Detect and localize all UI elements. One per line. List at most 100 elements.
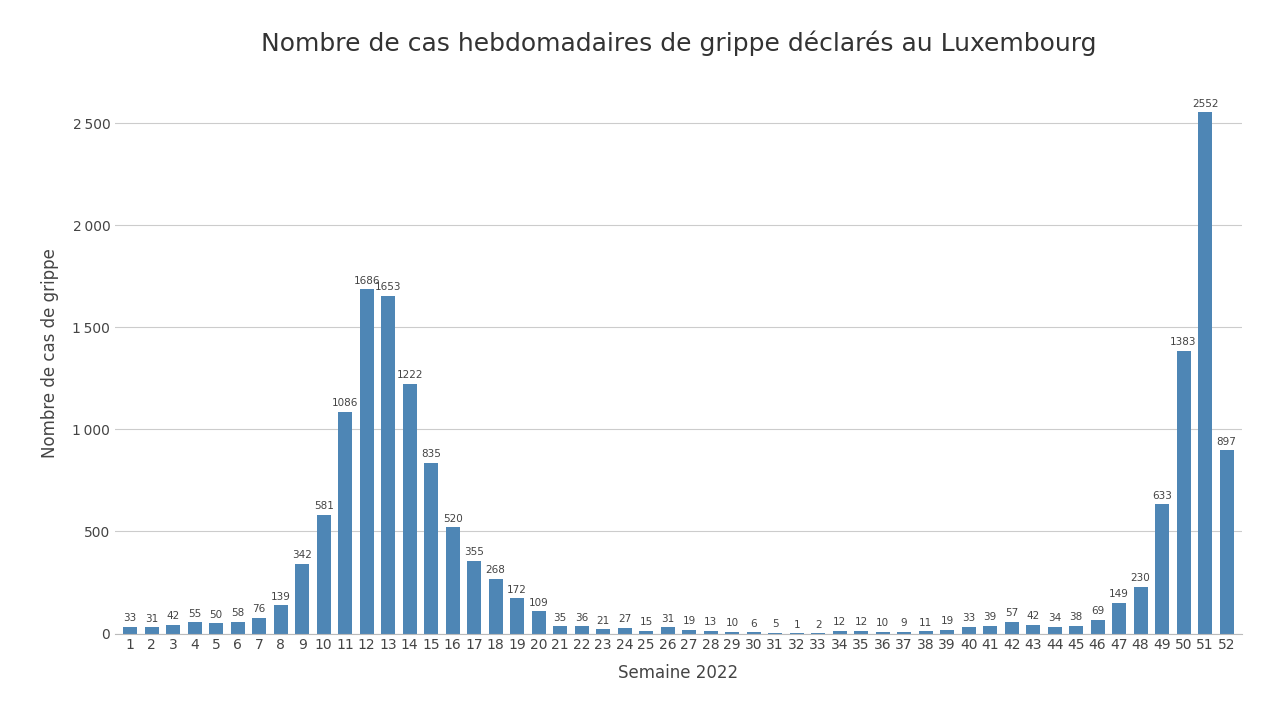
Text: 19: 19	[941, 616, 954, 626]
Text: 1383: 1383	[1170, 338, 1197, 348]
Text: 109: 109	[529, 598, 549, 608]
Bar	[166, 625, 180, 634]
Text: 57: 57	[1005, 608, 1018, 618]
Text: 34: 34	[1048, 613, 1061, 623]
Bar	[940, 630, 954, 634]
Text: 36: 36	[575, 613, 589, 623]
Text: 897: 897	[1216, 437, 1236, 446]
Text: 27: 27	[618, 614, 631, 624]
Bar	[682, 630, 696, 634]
Bar	[403, 384, 417, 634]
Bar	[274, 606, 288, 634]
Text: 12: 12	[855, 618, 868, 627]
Bar	[704, 631, 718, 634]
Text: 12: 12	[833, 618, 846, 627]
Text: 1653: 1653	[375, 282, 402, 292]
Text: 33: 33	[124, 613, 137, 624]
Text: 149: 149	[1110, 590, 1129, 600]
Bar	[467, 561, 481, 634]
Text: 33: 33	[963, 613, 975, 624]
Text: 2: 2	[815, 619, 822, 629]
Bar	[296, 564, 310, 634]
Bar	[209, 624, 223, 634]
Bar	[1134, 587, 1148, 634]
Text: 13: 13	[704, 617, 717, 627]
Bar	[424, 463, 438, 634]
Bar	[639, 631, 653, 634]
Text: 76: 76	[252, 604, 266, 614]
Bar	[575, 626, 589, 634]
Text: 19: 19	[682, 616, 696, 626]
Text: 581: 581	[314, 501, 334, 511]
Text: 1222: 1222	[397, 370, 422, 380]
Bar	[1112, 603, 1126, 634]
Bar	[726, 631, 739, 634]
Text: 42: 42	[1027, 611, 1039, 621]
Text: 2552: 2552	[1192, 99, 1219, 109]
Bar	[618, 628, 631, 634]
Bar	[445, 528, 460, 634]
Bar	[1091, 619, 1105, 634]
Text: 21: 21	[596, 616, 609, 626]
Bar	[316, 515, 330, 634]
Text: 50: 50	[210, 610, 223, 620]
Text: 5: 5	[772, 619, 778, 629]
Bar	[123, 627, 137, 634]
Text: 10: 10	[876, 618, 890, 628]
Bar	[768, 633, 782, 634]
Bar	[360, 289, 374, 634]
Text: 58: 58	[232, 608, 244, 618]
Text: 520: 520	[443, 514, 462, 523]
X-axis label: Semaine 2022: Semaine 2022	[618, 664, 739, 682]
Text: 9: 9	[901, 618, 908, 628]
Bar	[230, 622, 244, 634]
Bar	[919, 631, 933, 634]
Text: 342: 342	[292, 550, 312, 560]
Text: 31: 31	[660, 613, 675, 624]
Bar	[511, 598, 525, 634]
Bar	[145, 627, 159, 634]
Text: 172: 172	[507, 585, 527, 595]
Text: 633: 633	[1152, 490, 1172, 500]
Text: 1: 1	[794, 620, 800, 630]
Bar	[1176, 351, 1190, 634]
Bar	[188, 622, 202, 634]
Bar	[1155, 504, 1169, 634]
Text: 268: 268	[485, 565, 506, 575]
Bar	[381, 296, 396, 634]
Bar	[897, 631, 911, 634]
Bar	[961, 627, 975, 634]
Bar	[553, 626, 567, 634]
Bar	[854, 631, 868, 634]
Bar	[1198, 112, 1212, 634]
Text: 38: 38	[1070, 612, 1083, 622]
Text: 55: 55	[188, 608, 201, 618]
Bar	[489, 579, 503, 634]
Text: 1086: 1086	[332, 398, 358, 408]
Text: 15: 15	[640, 617, 653, 627]
Text: 11: 11	[919, 618, 932, 628]
Title: Nombre de cas hebdomadaires de grippe déclarés au Luxembourg: Nombre de cas hebdomadaires de grippe dé…	[261, 31, 1096, 56]
Text: 39: 39	[983, 612, 997, 622]
Text: 69: 69	[1091, 606, 1105, 616]
Bar	[832, 631, 846, 634]
Text: 31: 31	[145, 613, 159, 624]
Bar	[746, 632, 760, 634]
Bar	[338, 412, 352, 634]
Text: 10: 10	[726, 618, 739, 628]
Text: 139: 139	[271, 592, 291, 601]
Bar	[1005, 622, 1019, 634]
Bar	[983, 626, 997, 634]
Y-axis label: Nombre de cas de grippe: Nombre de cas de grippe	[41, 248, 59, 458]
Text: 230: 230	[1130, 573, 1151, 583]
Text: 35: 35	[553, 613, 567, 623]
Text: 355: 355	[465, 547, 484, 557]
Bar	[1069, 626, 1083, 634]
Bar	[596, 629, 611, 634]
Text: 835: 835	[421, 449, 442, 459]
Bar	[876, 631, 890, 634]
Bar	[252, 618, 266, 634]
Bar	[660, 627, 675, 634]
Bar	[1027, 625, 1041, 634]
Bar	[531, 611, 545, 634]
